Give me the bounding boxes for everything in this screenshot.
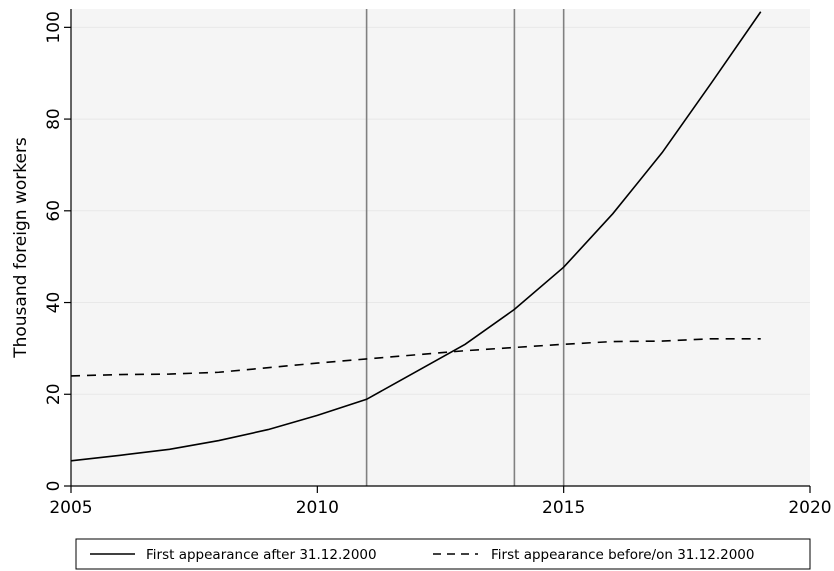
series-lines: [70, 11, 762, 462]
series-line-2: [70, 337, 761, 377]
axes: [70, 9, 810, 487]
y-tick-label: 20: [44, 383, 64, 405]
series-line-1: [70, 11, 762, 462]
y-tick-label: 40: [44, 292, 64, 314]
legend-label-series-1: First appearance after 31.12.2000: [146, 547, 377, 563]
y-tick-label: 60: [44, 200, 64, 222]
y-tick-label: 100: [44, 11, 64, 43]
x-tick-label: 2010: [296, 498, 339, 518]
y-tick-label: 0: [44, 481, 64, 492]
vertical-reference-lines: [365, 9, 565, 486]
y-axis-title: Thousand foreign workers: [11, 137, 31, 359]
x-ticks: 2005 2010 2015 2020: [49, 486, 832, 518]
x-tick-label: 2005: [49, 498, 92, 518]
legend-box: [75, 538, 811, 570]
y-tick-label: 80: [44, 108, 64, 130]
x-tick-label: 2020: [788, 498, 831, 518]
y-ticks: 0 20 40 60 80 100: [44, 11, 71, 491]
plot-area: [71, 9, 810, 486]
legend-label-series-2: First appearance before/on 31.12.2000: [491, 547, 755, 563]
x-tick-label: 2015: [542, 498, 585, 518]
legend: First appearance after 31.12.2000 First …: [75, 538, 811, 570]
